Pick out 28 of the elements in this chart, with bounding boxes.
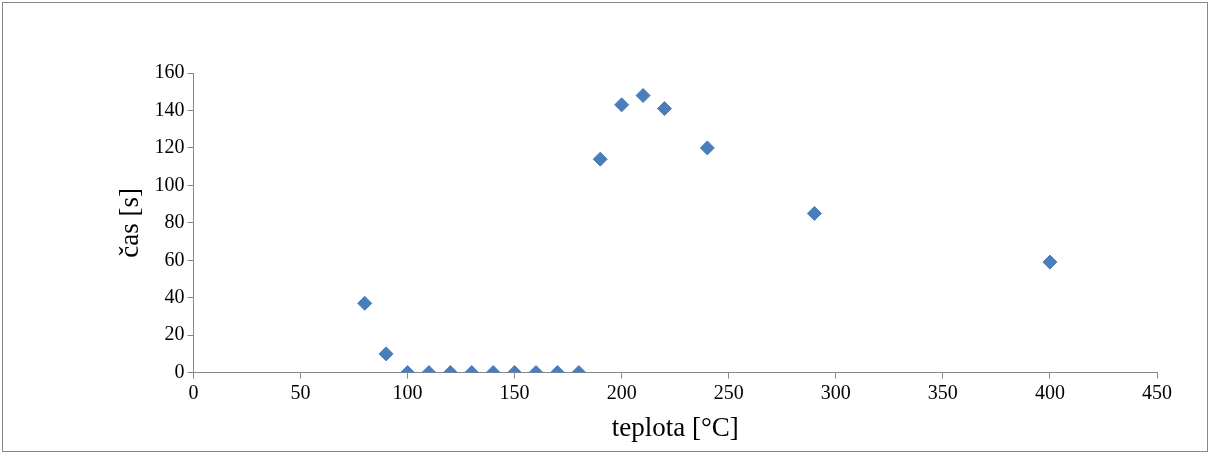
point	[635, 87, 651, 103]
point	[699, 140, 715, 156]
x-tick-label: 50	[290, 380, 311, 403]
point	[1042, 254, 1058, 270]
point	[592, 151, 608, 167]
y-tick-label: 160	[154, 60, 185, 83]
x-tick-label: 250	[713, 380, 744, 403]
point	[614, 97, 630, 113]
x-tick-label: 0	[188, 380, 199, 403]
y-tick-label: 100	[154, 172, 185, 195]
x-tick-label: 300	[820, 380, 851, 403]
y-tick-label: 20	[164, 322, 185, 345]
y-tick-label: 80	[164, 210, 185, 233]
x-tick-label: 400	[1034, 380, 1065, 403]
y-tick-label: 40	[164, 284, 185, 307]
y-axis-title: čas [s]	[114, 187, 145, 258]
y-tick-label: 60	[164, 247, 185, 270]
y-tick-label: 140	[154, 97, 185, 120]
x-tick-label: 200	[606, 380, 637, 403]
x-tick-label: 100	[392, 380, 423, 403]
y-tick-label: 120	[154, 135, 185, 158]
x-tick-label: 450	[1142, 380, 1172, 403]
x-tick-label: 350	[927, 380, 958, 403]
y-tick-label: 0	[174, 359, 185, 382]
x-axis-title: teplota [°C]	[611, 411, 739, 442]
point	[656, 101, 672, 117]
x-tick-label: 150	[499, 380, 530, 403]
point	[806, 205, 822, 221]
